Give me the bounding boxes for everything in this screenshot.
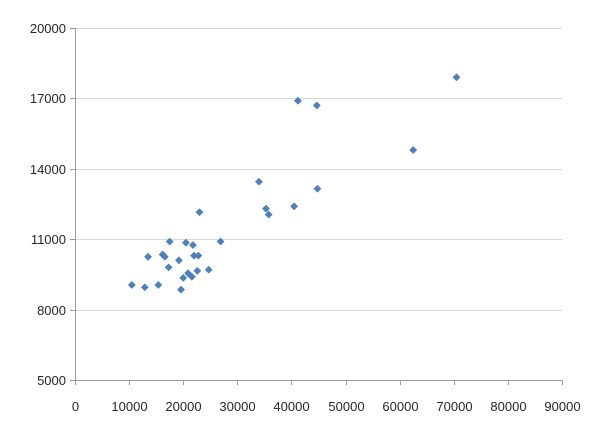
scatter-point — [452, 73, 461, 82]
scatter-point — [181, 238, 190, 247]
y-tick-label: 14000 — [30, 162, 66, 177]
scatter-point — [144, 252, 153, 261]
scatter-point — [255, 177, 263, 186]
scatter-point — [194, 251, 203, 260]
scatter-point — [262, 204, 270, 213]
scatter-point — [179, 273, 188, 282]
x-tick-label: 0 — [72, 399, 79, 414]
data-points — [127, 73, 461, 294]
y-tick-label: 5000 — [37, 373, 66, 388]
scatter-point — [409, 146, 418, 154]
scatter-point — [154, 281, 163, 289]
axes — [70, 28, 563, 385]
scatter-point — [312, 101, 321, 110]
x-tick-label: 80000 — [490, 399, 526, 414]
y-tick-label: 20000 — [30, 21, 66, 36]
tick-labels: 5000 8000 11000 14000 17000 20000 0 10000 20000 3… — [30, 21, 581, 414]
scatter-point — [204, 265, 213, 274]
scatter-point — [290, 202, 299, 211]
scatter-point — [189, 241, 197, 250]
x-tick-label: 70000 — [436, 399, 472, 414]
y-tick-label: 17000 — [30, 91, 66, 106]
gridlines — [75, 28, 562, 311]
x-tick-label: 40000 — [273, 399, 309, 414]
scatter-point — [195, 208, 204, 217]
x-tick-label: 30000 — [219, 399, 255, 414]
y-tick-label: 8000 — [37, 303, 66, 318]
x-tick-label: 10000 — [111, 399, 147, 414]
scatter-point — [193, 266, 202, 275]
x-tick-label: 60000 — [382, 399, 418, 414]
x-tick-label: 90000 — [544, 399, 580, 414]
scatter-point — [293, 96, 302, 105]
scatter-point — [264, 210, 273, 219]
scatter-point — [164, 263, 173, 272]
scatter-point — [177, 285, 186, 294]
scatter-point — [313, 184, 322, 193]
scatter-point — [140, 283, 149, 292]
scatter-point — [174, 256, 183, 265]
scatter-point — [187, 272, 196, 281]
x-tick-label: 50000 — [328, 399, 364, 414]
scatter-point — [160, 252, 169, 261]
scatter-point — [165, 237, 174, 246]
x-tick-label: 20000 — [165, 399, 201, 414]
y-tick-label: 11000 — [31, 232, 66, 247]
scatter-point — [127, 281, 136, 289]
scatter-point — [216, 237, 225, 246]
